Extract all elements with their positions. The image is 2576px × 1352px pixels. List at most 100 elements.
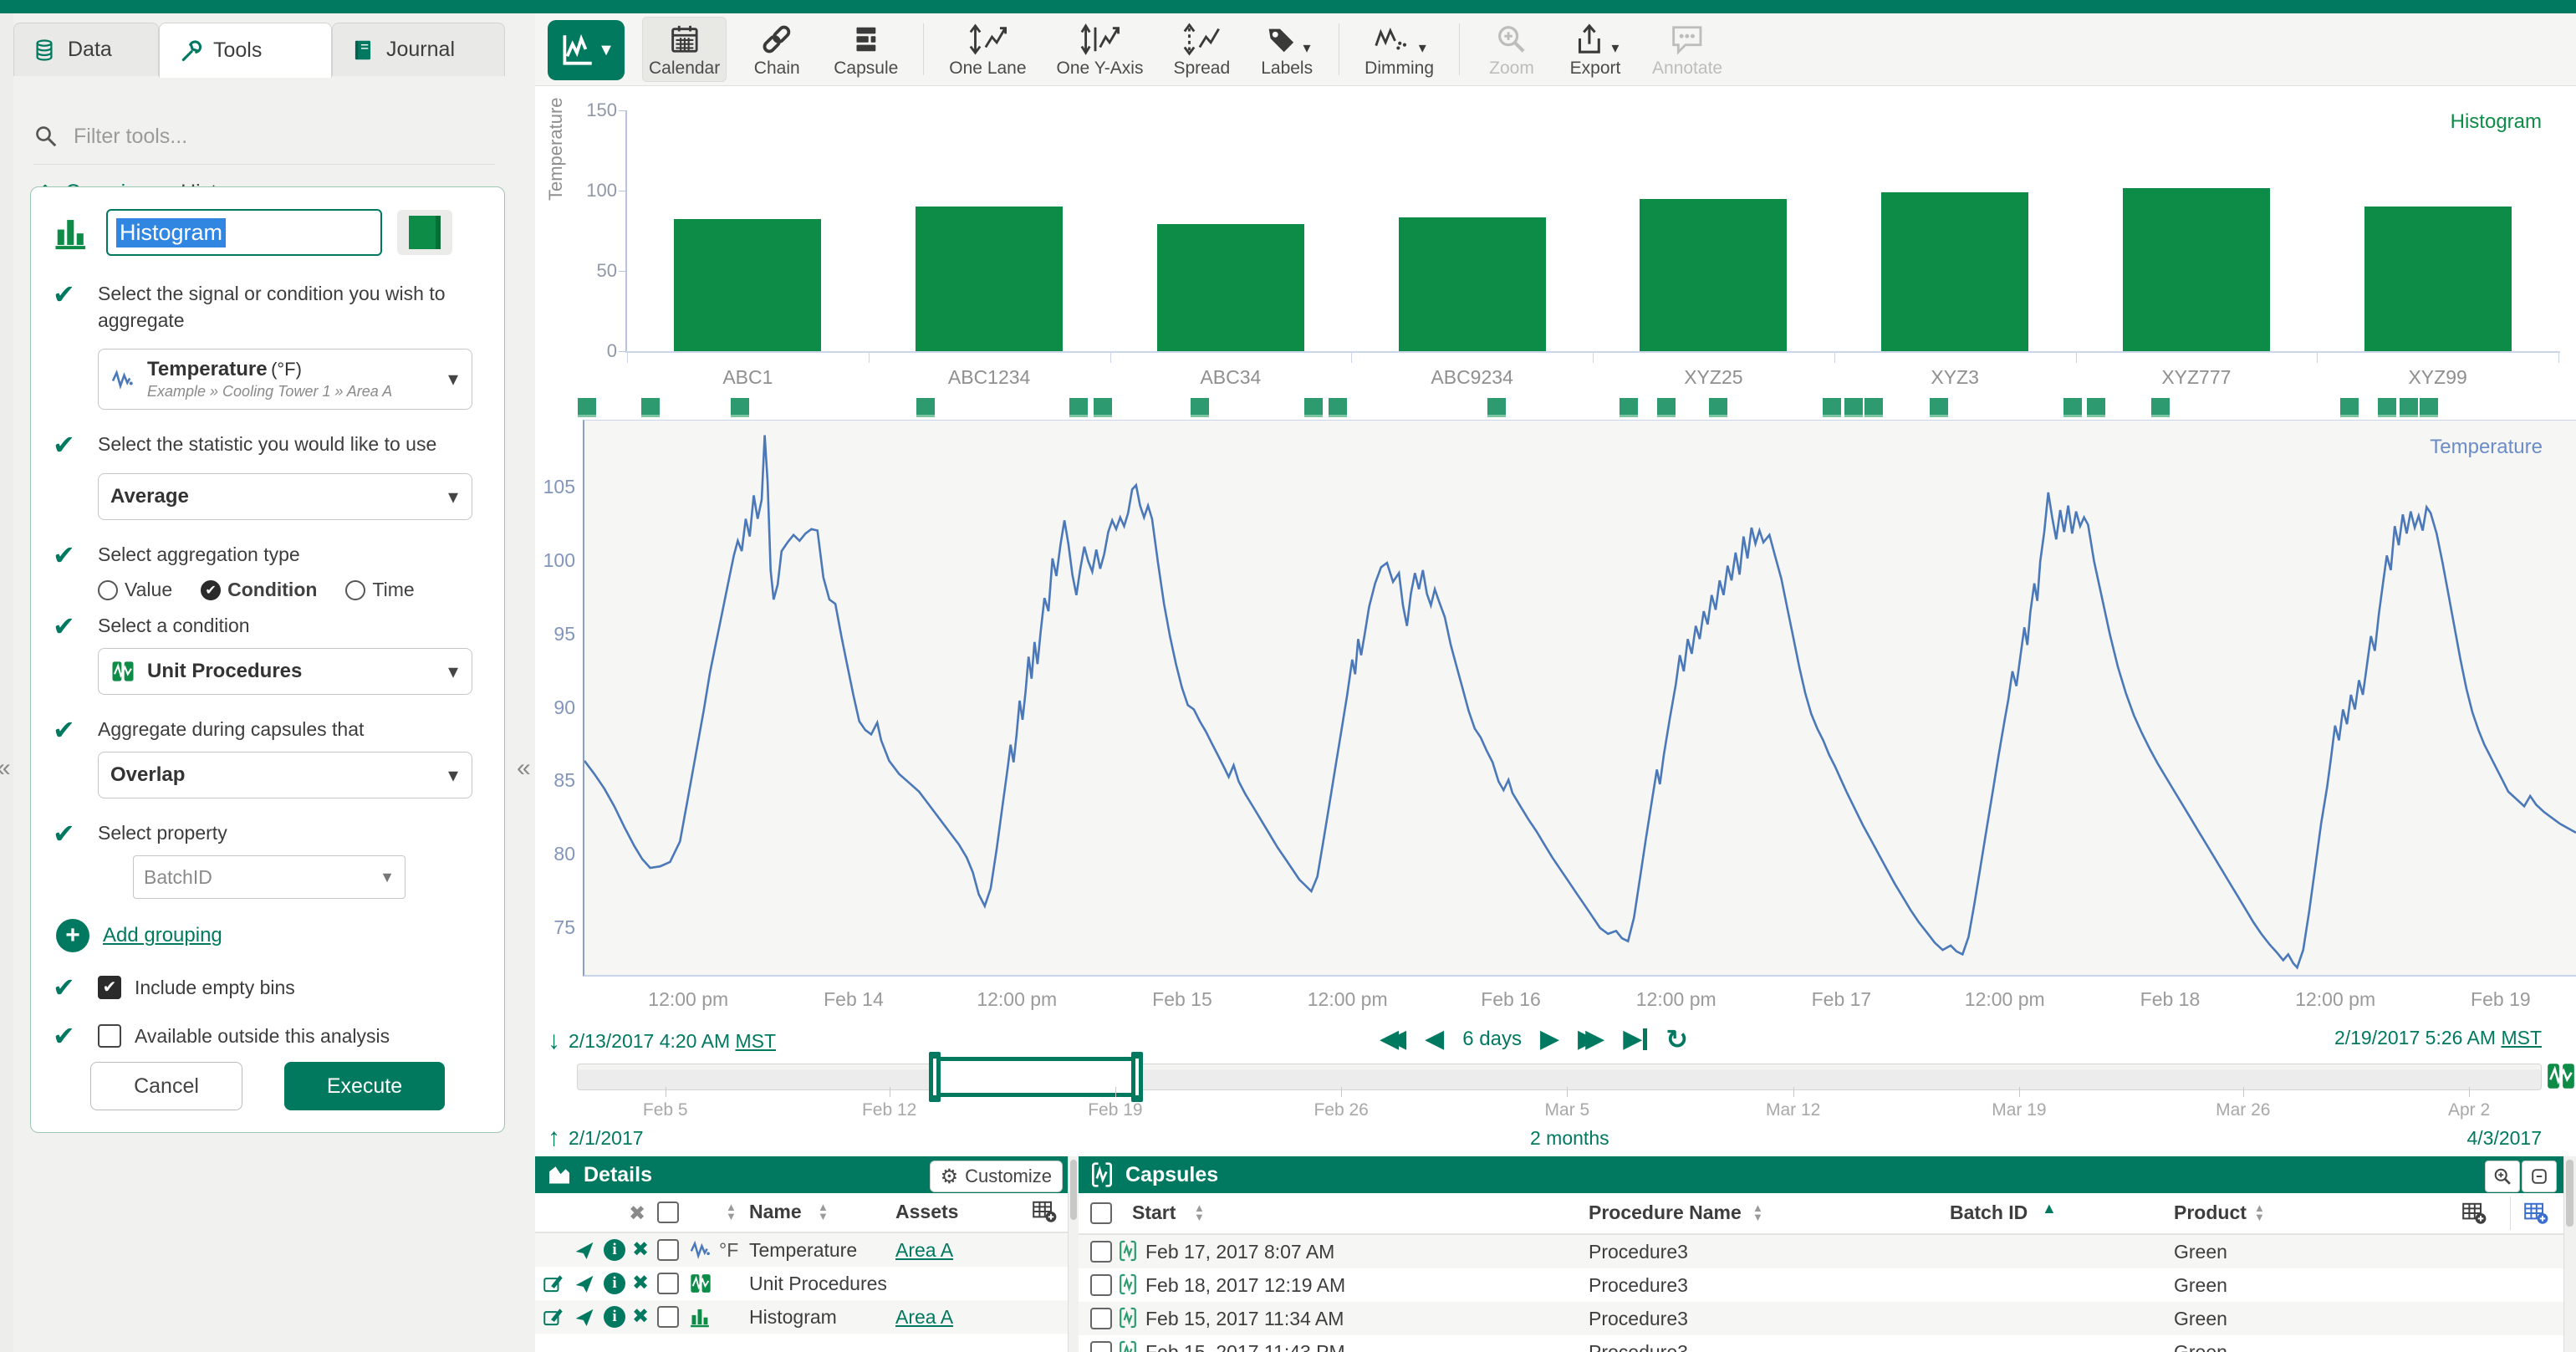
sort-product-icon[interactable]: ▲ ▼ (2254, 1201, 2265, 1223)
asset-link[interactable]: Area A (895, 1306, 954, 1328)
sort-asc-icon[interactable]: ▲ (2042, 1200, 2057, 1217)
capsules-zoom-button[interactable] (2485, 1161, 2520, 1192)
tab-tools[interactable]: Tools (159, 23, 332, 78)
toolbar-export-button[interactable]: ▾ Export (1562, 17, 1629, 82)
edit-icon[interactable] (542, 1306, 564, 1332)
investigate-end[interactable]: 4/3/2017 (2466, 1127, 2542, 1149)
capsule-row[interactable]: Feb 15, 2017 11:34 AM Procedure3 Green (1079, 1302, 2563, 1335)
capsules-start-column[interactable]: Start (1132, 1201, 1176, 1223)
histogram-plot[interactable] (627, 110, 2559, 363)
condition-dropdown[interactable]: Unit Procedures ▾ (98, 648, 472, 696)
capsule-marker[interactable] (1656, 398, 1676, 417)
histogram-bar-XYZ3[interactable] (1881, 191, 2029, 351)
row-checkbox[interactable] (1090, 1308, 1112, 1329)
statistic-dropdown[interactable]: Average ▾ (98, 473, 472, 521)
step-forward-icon[interactable]: ▶ (1539, 1025, 1560, 1053)
investigate-duration[interactable]: 2 months (1530, 1127, 1609, 1149)
remove-icon[interactable]: ✖ (632, 1238, 650, 1261)
tab-journal[interactable]: Journal (332, 23, 505, 76)
histogram-bar-ABC1234[interactable] (916, 207, 1064, 351)
row-checkbox[interactable] (657, 1306, 679, 1332)
trend-plot[interactable]: Temperature (583, 420, 2576, 977)
view-selector-button[interactable]: ▼ (548, 20, 625, 80)
info-icon[interactable]: i (604, 1273, 625, 1294)
histogram-bar-XYZ777[interactable] (2122, 188, 2270, 351)
capsule-marker[interactable] (640, 398, 660, 417)
capsule-time-icon[interactable] (2545, 1059, 2576, 1094)
remove-icon[interactable]: ✖ (632, 1272, 650, 1294)
capsules-batch-column[interactable]: Batch ID (1950, 1201, 2028, 1223)
toolbar-calendar-button[interactable]: Calendar (642, 17, 727, 82)
toolbar-spread-button[interactable]: Spread (1166, 17, 1237, 82)
sort-start-icon[interactable]: ▲ ▼ (1194, 1201, 1205, 1223)
add-column-icon[interactable] (1030, 1198, 1058, 1225)
capsule-marker[interactable] (2087, 398, 2106, 417)
row-checkbox[interactable] (1090, 1274, 1112, 1296)
remove-icon[interactable]: ✖ (632, 1305, 650, 1328)
details-row-unit-procedures[interactable]: i ✖ Unit Procedures (535, 1267, 1068, 1300)
step-forward-double-icon[interactable]: ▶▶ (1578, 1025, 1604, 1053)
capsules-collapse-button[interactable] (2522, 1161, 2557, 1192)
edit-icon[interactable] (542, 1273, 564, 1298)
capsule-marker[interactable] (2150, 398, 2170, 417)
toolbar-one-lane-button[interactable]: One Lane (942, 17, 1033, 82)
capsule-marker[interactable] (1822, 398, 1841, 417)
refresh-icon[interactable]: ↻ (1665, 1024, 1689, 1054)
capsule-marker[interactable] (916, 398, 935, 417)
time-slider-track[interactable] (577, 1064, 2542, 1090)
overlap-dropdown[interactable]: Overlap ▾ (98, 752, 472, 799)
row-checkbox[interactable] (657, 1239, 679, 1265)
capsule-row[interactable]: Feb 15, 2017 11:43 PM Procedure3 Green (1079, 1335, 2563, 1352)
capsules-scrollbar-thumb[interactable] (2566, 1160, 2573, 1227)
capsule-marker[interactable] (1328, 398, 1347, 417)
capsule-marker[interactable] (2400, 398, 2419, 417)
rocket-icon[interactable] (574, 1239, 595, 1265)
include-empty-bins-checkbox[interactable]: ✔ (98, 976, 121, 1000)
capsule-row[interactable]: Feb 18, 2017 12:19 AM Procedure3 Green (1079, 1268, 2563, 1302)
histogram-name-input[interactable]: Histogram (106, 209, 382, 256)
available-outside-checkbox[interactable] (98, 1024, 121, 1048)
histogram-bar-ABC34[interactable] (1156, 224, 1304, 351)
rocket-icon[interactable] (574, 1306, 595, 1332)
toolbar-labels-button[interactable]: ▾ Labels (1253, 17, 1320, 82)
aggregation-radio-time[interactable]: Time (345, 579, 415, 601)
row-checkbox[interactable] (1090, 1341, 1112, 1352)
capsule-marker[interactable] (1487, 398, 1507, 417)
row-checkbox[interactable] (657, 1273, 679, 1298)
capsule-marker[interactable] (577, 398, 596, 417)
toolbar-dimming-button[interactable]: ▾ Dimming (1358, 17, 1441, 82)
property-select[interactable]: BatchID ▼ (133, 855, 406, 900)
display-range-end[interactable]: 2/19/2017 5:26 AM MST (2334, 1027, 2542, 1048)
details-name-column[interactable]: Name (749, 1201, 802, 1222)
capsule-marker[interactable] (1864, 398, 1883, 417)
capsule-marker[interactable] (2378, 398, 2397, 417)
details-assets-column[interactable]: Assets (895, 1201, 959, 1222)
capsule-marker[interactable] (2420, 398, 2439, 417)
info-icon[interactable]: i (604, 1306, 625, 1328)
details-row-histogram[interactable]: i ✖ Histogram Area A (535, 1300, 1068, 1334)
details-row-temperature[interactable]: i ✖ °F Temperature Area A (535, 1233, 1068, 1267)
sort-procedure-icon[interactable]: ▲ ▼ (1752, 1201, 1763, 1223)
capsule-marker[interactable] (1708, 398, 1727, 417)
color-swatch-button[interactable] (397, 210, 452, 255)
execute-button[interactable]: Execute (284, 1062, 445, 1110)
capsule-marker[interactable] (2339, 398, 2359, 417)
rocket-icon[interactable] (574, 1273, 595, 1298)
sort-name-icon[interactable]: ▲ ▼ (818, 1201, 829, 1222)
step-back-icon[interactable]: ◀ (1425, 1025, 1445, 1053)
capsules-procedure-column[interactable]: Procedure Name (1589, 1201, 1742, 1223)
capsules-add-signal-column-icon[interactable] (2522, 1200, 2550, 1227)
capsule-marker[interactable] (1844, 398, 1863, 417)
capsules-add-column-icon[interactable] (2460, 1200, 2488, 1227)
asset-link[interactable]: Area A (895, 1239, 954, 1261)
investigate-start[interactable]: ↑ 2/1/2017 (548, 1124, 644, 1151)
capsule-marker[interactable] (1304, 398, 1324, 417)
histogram-bar-ABC1[interactable] (674, 218, 822, 351)
aggregation-radio-value[interactable]: Value (98, 579, 172, 601)
time-slider-window[interactable] (934, 1057, 1137, 1097)
capsules-product-column[interactable]: Product (2174, 1201, 2247, 1223)
display-range-start[interactable]: ↓ 2/13/2017 4:20 AM MST (548, 1027, 777, 1054)
slider-handle-left[interactable] (928, 1052, 941, 1102)
step-back-double-icon[interactable]: ◀◀ (1380, 1025, 1406, 1053)
add-grouping-button[interactable]: + Add grouping (56, 919, 482, 953)
